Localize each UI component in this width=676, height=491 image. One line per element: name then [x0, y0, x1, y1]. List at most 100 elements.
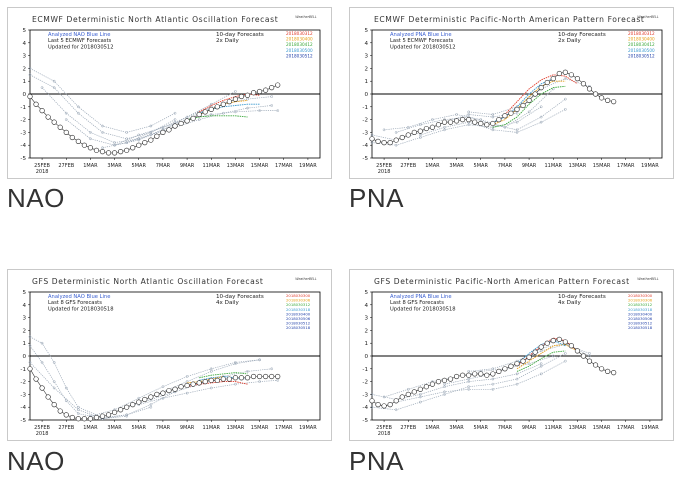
chart-ecmwf-nao: ECMWF Deterministic North Atlantic Oscil… [20, 15, 321, 175]
x-tick-label: 1MAR [83, 425, 98, 431]
info-text: Last 8 GFS Forecasts [390, 300, 444, 306]
member-point [185, 375, 189, 378]
member-point [431, 118, 434, 121]
y-tick-label: -5 [362, 156, 368, 162]
latest-forecast-point [263, 373, 269, 380]
member-point [370, 393, 374, 396]
logo-text: WeatherBELL [295, 277, 317, 281]
member-point [246, 370, 249, 373]
member-point [161, 396, 165, 400]
x-tick-label: 27FEB [58, 425, 74, 431]
member-point [539, 115, 543, 119]
latest-forecast-point [605, 368, 611, 374]
latest-forecast-point [263, 87, 269, 93]
member-point [418, 393, 422, 396]
latest-forecast-point [27, 93, 33, 100]
chart-card-gfs-pna[interactable]: GFS Deterministic Pacific-North American… [349, 269, 674, 441]
x-tick-label: 27FEB [58, 163, 74, 169]
y-tick-label: 4 [364, 303, 368, 309]
latest-forecast-point [220, 101, 226, 107]
chart-card-ecmwf-nao[interactable]: ECMWF Deterministic North Atlantic Oscil… [7, 7, 332, 179]
latest-forecast-point [208, 106, 214, 112]
latest-forecast-point [118, 149, 124, 155]
member-point [28, 361, 32, 364]
forecast-text: 10-day Forecasts [216, 32, 264, 38]
member-point [563, 108, 567, 111]
chart-card-gfs-nao[interactable]: GFS Deterministic North Atlantic Oscilla… [7, 269, 332, 441]
latest-forecast-point [556, 70, 562, 77]
y-tick-label: 3 [364, 316, 368, 322]
latest-forecast-point [562, 339, 568, 345]
member-point [406, 387, 410, 391]
legend-date: 2018030512 [628, 321, 653, 326]
logo-text: WeatherBELL [295, 15, 317, 19]
member-point [276, 109, 280, 112]
latest-forecast-point [166, 387, 172, 394]
member-point [515, 372, 519, 376]
latest-forecast-point [532, 91, 538, 97]
latest-forecast-point [232, 375, 239, 381]
latest-forecast-point [69, 414, 75, 421]
latest-forecast-point [178, 384, 184, 390]
x-year-label: 2018 [36, 169, 49, 175]
y-tick-label: 0 [22, 354, 26, 360]
member-point [40, 86, 44, 89]
member-point [125, 131, 129, 134]
member-point [76, 111, 80, 115]
member-point [64, 111, 68, 115]
y-tick-label: 1 [364, 79, 368, 85]
latest-forecast-point [244, 92, 251, 98]
member-point [234, 362, 237, 366]
member-point [209, 102, 213, 106]
member-point [246, 106, 249, 110]
member-point [76, 105, 80, 109]
member-point [418, 400, 422, 404]
member-point [64, 386, 68, 390]
y-tick-label: 1 [364, 341, 368, 347]
member-point [173, 111, 177, 115]
member-point [209, 367, 213, 371]
member-point [539, 364, 543, 368]
member-point [563, 77, 567, 80]
member-point [539, 372, 543, 376]
latest-forecast-point [369, 398, 375, 404]
latest-forecast-point [232, 96, 239, 102]
latest-forecast-point [441, 119, 448, 125]
member-point [443, 393, 446, 396]
latest-forecast-point [411, 129, 417, 135]
latest-forecast-point [57, 124, 63, 130]
member-point [40, 341, 44, 345]
member-point [370, 405, 374, 409]
latest-forecast-point [447, 119, 454, 125]
x-tick-label: 3MAR [449, 163, 464, 169]
x-tick-label: 9MAR [180, 163, 195, 169]
legend-date: 2018030506 [628, 316, 653, 321]
member-point [370, 141, 374, 144]
y-tick-label: -5 [20, 156, 26, 162]
member-point [394, 143, 398, 147]
chart-card-ecmwf-pna[interactable]: ECMWF Deterministic Pacific-North Americ… [349, 7, 674, 179]
latest-forecast-point [81, 142, 87, 148]
member-point [270, 367, 274, 371]
member-point [246, 97, 249, 101]
y-tick-label: 5 [364, 28, 368, 34]
member-point [40, 361, 44, 364]
x-tick-label: 3MAR [107, 425, 122, 431]
latest-forecast-point [136, 399, 142, 405]
latest-forecast-point [99, 149, 106, 155]
x-tick-label: 3MAR [449, 425, 464, 431]
member-point [185, 115, 189, 119]
latest-forecast-point [33, 376, 39, 382]
x-tick-label: 25FEB [34, 163, 50, 169]
chart-title: ECMWF Deterministic Pacific-North Americ… [374, 15, 645, 24]
member-point [443, 382, 446, 386]
latest-forecast-point [598, 95, 605, 101]
latest-forecast-point [136, 142, 142, 148]
member-point [491, 382, 495, 386]
y-tick-label: -4 [362, 405, 368, 411]
y-tick-label: -3 [20, 130, 26, 136]
legend-date: 2018030518 [286, 325, 311, 330]
latest-forecast-point [214, 104, 220, 110]
latest-forecast-point [502, 366, 508, 372]
y-tick-label: -1 [362, 105, 368, 111]
